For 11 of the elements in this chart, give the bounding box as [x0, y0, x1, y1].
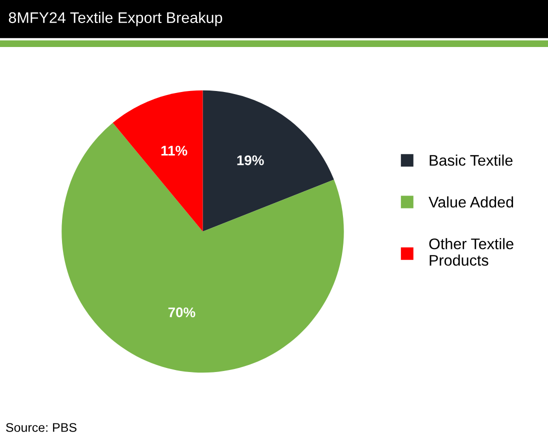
pie-slice [62, 122, 344, 373]
data-label: 19% [237, 155, 264, 166]
legend-label: Basic Textile [430, 154, 512, 166]
data-label: 11% [161, 146, 188, 156]
legend-label: Other Textile Products [429, 238, 514, 266]
data-label: 70% [168, 307, 196, 318]
source-note: Source: PBS [6, 423, 76, 432]
chart-title: 8MFY24 Textile Export Breakup [8, 12, 222, 26]
pie-slice [112, 90, 203, 232]
pie-slice [202, 90, 334, 232]
legend-label: Value Added [428, 196, 514, 208]
